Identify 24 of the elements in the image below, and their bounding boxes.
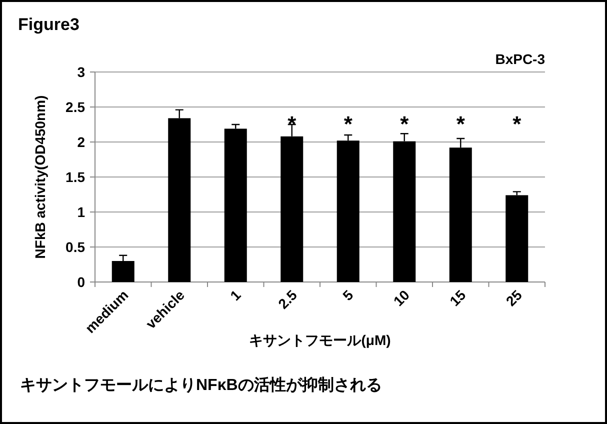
chart-title: Figure3 [18,15,80,34]
y-axis-title: NFkB activity(OD450nm) [32,95,48,259]
y-tick-label: 2.5 [66,99,86,115]
x-tick-label: 1 [226,286,244,304]
x-tick-label: 10 [390,286,413,310]
annotation: * [400,112,410,136]
y-tick-label: 3 [77,64,86,80]
text: キサントフモールによりNFκBの活性が抑制される [20,376,382,394]
y-tick-label: 0.5 [66,239,86,255]
annotation: * [512,112,522,136]
chart-subtitle: BxPC-3 [495,51,546,67]
y-tick-label: 0 [77,274,86,290]
x-tick-label: 5 [339,286,356,304]
y-tick-label: 1 [77,204,86,220]
x-tick-label: 15 [446,286,469,310]
annotation: * [344,112,353,136]
x-tick-label: 2.5 [274,286,300,312]
y-tick-label: 1.5 [66,169,86,185]
x-axis-title: キサントフモール(μM) [249,332,391,348]
annotation: * [456,112,466,136]
x-tick-label: 25 [502,286,526,310]
y-tick-label: 2 [77,134,86,150]
bar [506,195,528,282]
annotation: * [288,112,297,136]
